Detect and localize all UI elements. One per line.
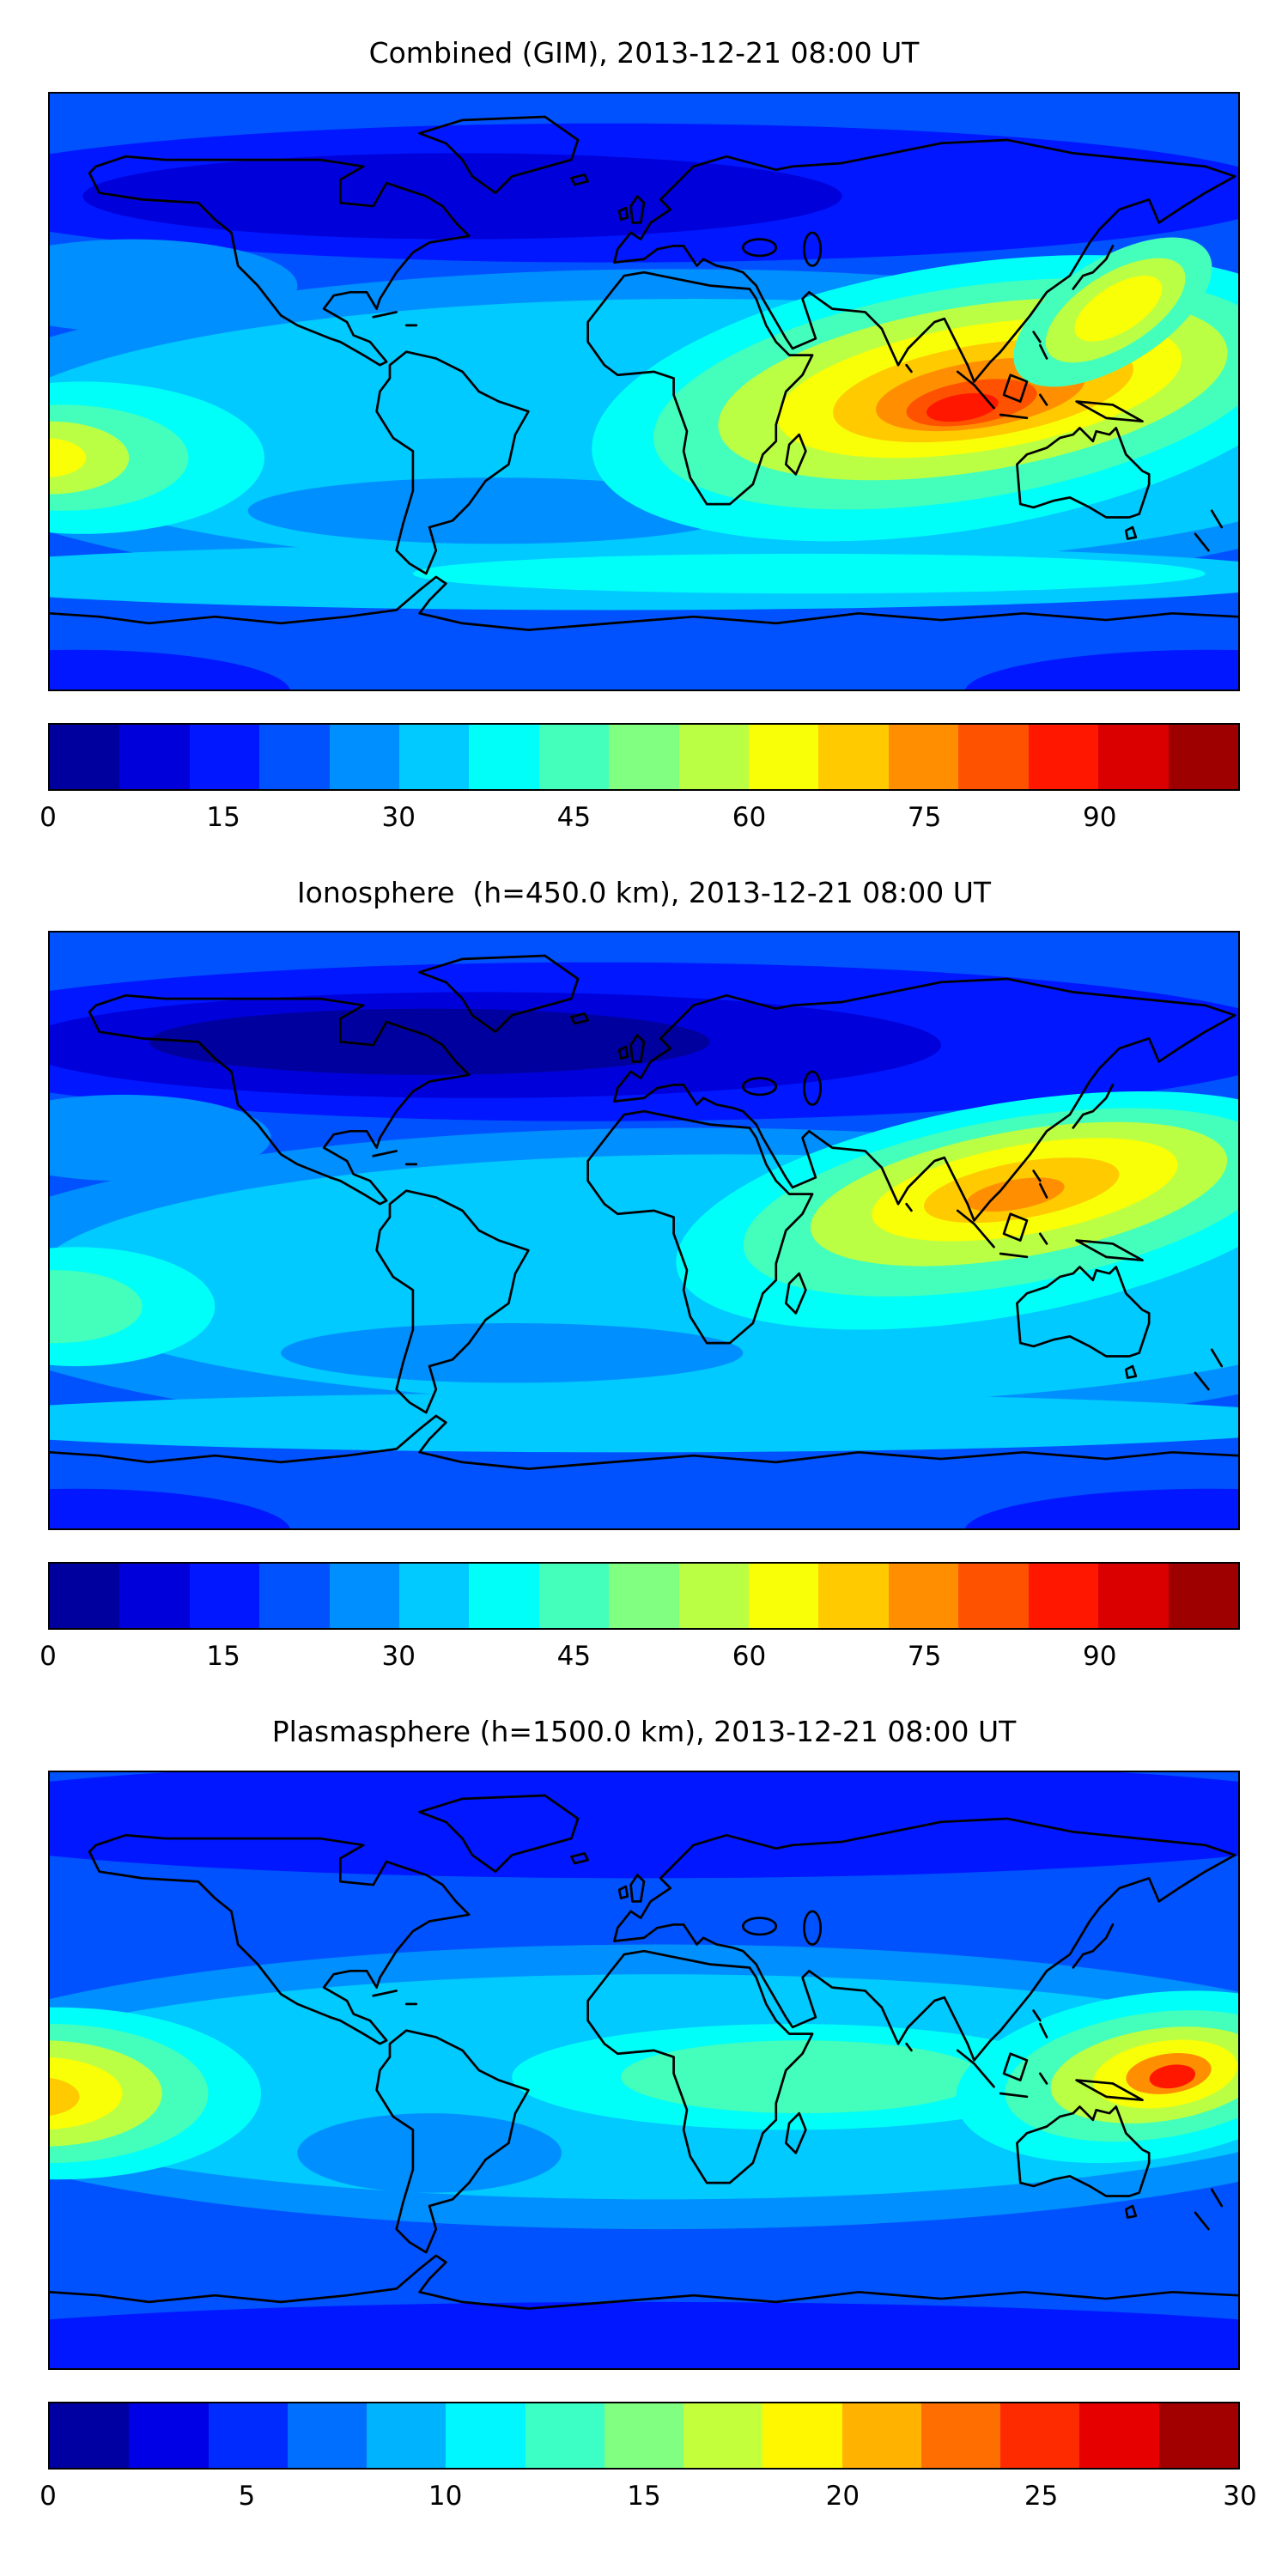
colorbar-segment [609,724,679,789]
colorbar-tick-label: 0 [39,1641,57,1673]
colorbar-segment [818,1564,889,1629]
colorbar-segment [129,2403,209,2468]
colorbar-segment [119,724,190,789]
colorbar-tick-label: 30 [381,801,416,833]
colorbar-tick-label: 15 [627,2480,661,2512]
colorbar-segment [446,2403,526,2468]
colorbar-segment [329,1564,400,1629]
colorbar-tick-label: 45 [556,1641,592,1673]
colorbar-segment [749,724,819,789]
colorbar-segment [399,724,470,789]
colorbar-tick-label: 0 [39,801,57,833]
colorbar-bar [48,2401,1240,2470]
colorbar-segment [1028,724,1099,789]
colorbar-segment [538,1564,610,1629]
colorbar-segment [329,724,400,789]
colorbar-segment [818,724,889,789]
tec-map-svg [50,1771,1238,2368]
colorbar-tick-label: 60 [732,801,767,833]
colorbar-segment [287,2403,368,2468]
colorbar-segment [762,2403,842,2468]
panel-title: Plasmasphere (h=1500.0 km), 2013-12-21 0… [271,1715,1017,1749]
colorbar-segment [367,2403,447,2468]
colorbar-tick-label: 5 [238,2480,256,2512]
colorbar-tick-label: 90 [1082,1641,1117,1673]
colorbar-tick-label: 25 [1024,2480,1059,2512]
colorbar-segment [259,1564,330,1629]
colorbar-tick-label: 75 [907,801,942,833]
colorbar-segment [1098,1564,1169,1629]
colorbar-segment [469,724,539,789]
colorbar-segment [1168,1564,1238,1629]
colorbar-tick-label: 15 [206,1641,240,1673]
colorbar-ionosphere: 0 15 30 45 60 75 90 [39,1562,1240,1677]
colorbar-segment [1158,2403,1238,2468]
colorbar-segment [119,1564,190,1629]
colorbar-segment [609,1564,679,1629]
colorbar-tick-label: 90 [1082,801,1117,833]
colorbar-tick-label: 30 [1223,2480,1257,2512]
colorbar-tick-row: 0 15 30 45 60 75 90 [39,791,1240,838]
colorbar-segment [189,724,260,789]
colorbar-segment [958,1564,1029,1629]
colorbar-segment [678,724,750,789]
colorbar-segment [525,2403,605,2468]
colorbar-tick-label: 20 [825,2480,860,2512]
colorbar-tick-label: 15 [206,801,240,833]
colorbar-tick-label: 30 [381,1641,416,1673]
map-ionosphere [48,931,1240,1531]
colorbar-segment [50,1564,120,1629]
colorbar-tick-label: 75 [907,1641,942,1673]
colorbar-segment [50,724,120,789]
panel-plasmasphere: Plasmasphere (h=1500.0 km), 2013-12-21 0… [0,1715,1288,2517]
colorbar-segment [399,1564,470,1629]
colorbar-tick-label: 60 [732,1641,767,1673]
colorbar-segment [683,2403,763,2468]
colorbar-segment [920,2403,1001,2468]
colorbar-segment [1000,2403,1080,2468]
colorbar-segment [208,2403,288,2468]
colorbar-segment [469,1564,539,1629]
colorbar-segment [50,2403,130,2468]
colorbar-tick-label: 0 [39,2480,57,2512]
colorbar-tick-label: 45 [556,801,592,833]
colorbar-segment [841,2403,921,2468]
colorbar-segment [1028,1564,1099,1629]
colorbar-segment [189,1564,260,1629]
colorbar-segment [259,724,330,789]
colorbar-segment [958,724,1029,789]
colorbar-tick-row: 0 15 30 45 60 75 90 [39,1630,1240,1677]
panel-combined: Combined (GIM), 2013-12-21 08:00 UT [0,36,1288,838]
colorbar-tick-row: 0 5 10 15 20 25 30 [39,2470,1257,2517]
colorbar-bar [48,722,1240,791]
colorbar-segment [888,1564,959,1629]
colorbar-segment [888,724,959,789]
map-plasmasphere [48,1770,1240,2370]
map-combined [48,91,1240,691]
panel-title: Combined (GIM), 2013-12-21 08:00 UT [368,36,920,70]
colorbar-segment [749,1564,819,1629]
colorbar-segment [538,724,610,789]
colorbar-bar [48,1562,1240,1631]
colorbar-segment [604,2403,684,2468]
colorbar-combined: 0 15 30 45 60 75 90 [39,722,1240,838]
panel-ionosphere: Ionosphere (h=450.0 km), 2013-12-21 08:0… [0,876,1288,1678]
tec-map-svg [50,933,1238,1529]
colorbar-segment [1079,2403,1159,2468]
colorbar-segment [678,1564,750,1629]
colorbar-plasmasphere: 0 5 10 15 20 25 30 [39,2401,1257,2517]
colorbar-segment [1168,724,1238,789]
tec-map-svg [50,93,1238,690]
colorbar-tick-label: 10 [428,2480,463,2512]
colorbar-segment [1098,724,1169,789]
panel-title: Ionosphere (h=450.0 km), 2013-12-21 08:0… [296,875,992,909]
